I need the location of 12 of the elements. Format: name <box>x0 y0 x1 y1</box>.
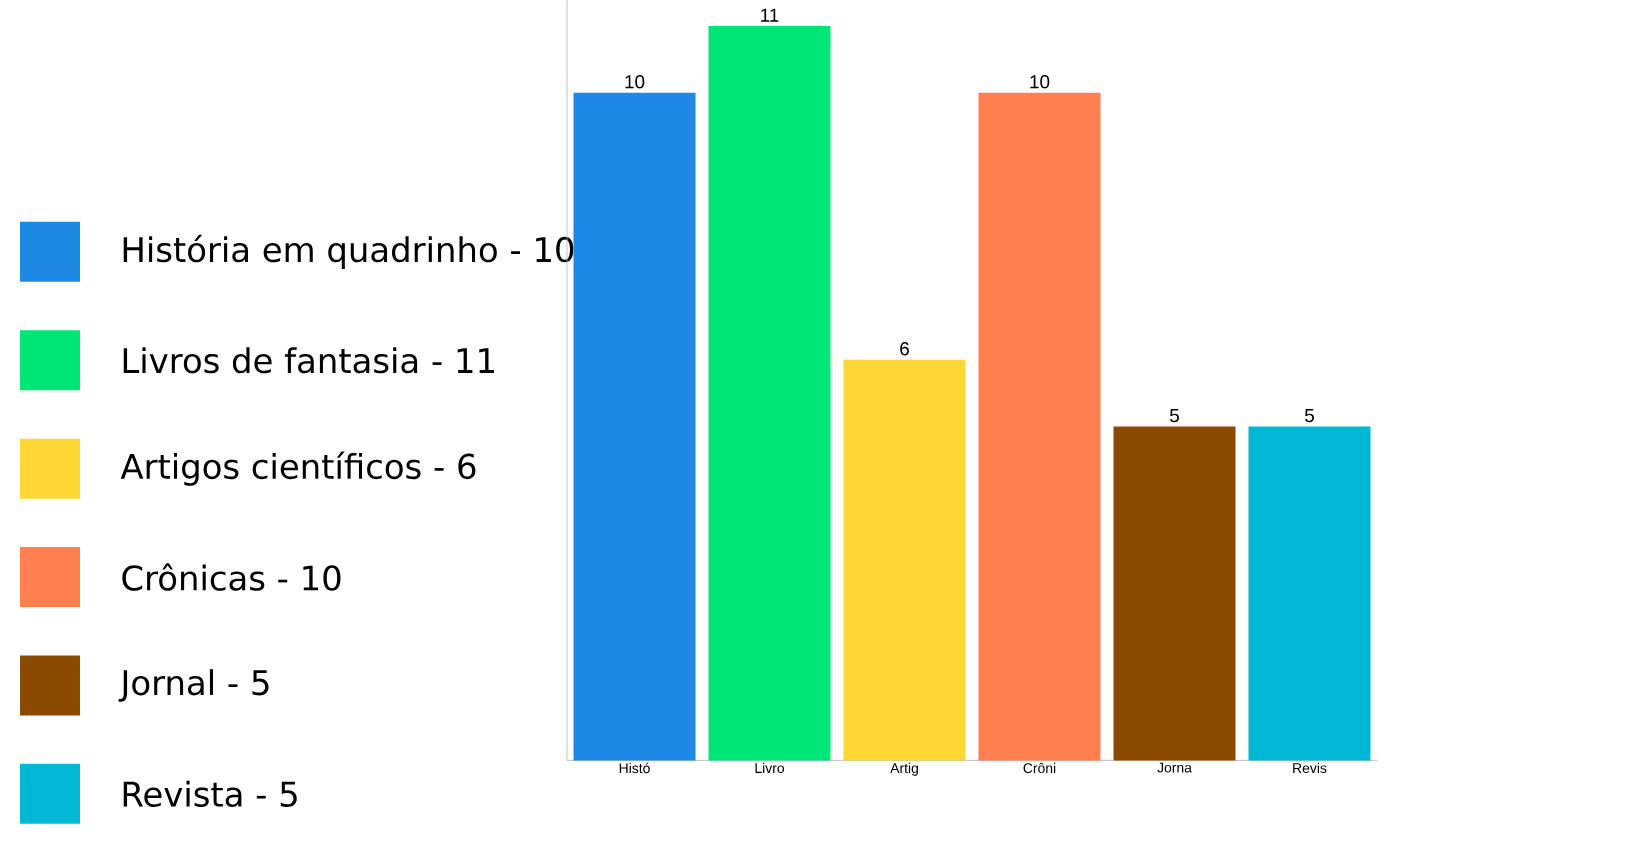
data-label: 6 <box>900 342 909 356</box>
legend-label: Crônicas - 10 <box>122 563 341 591</box>
legend-label: Livros de fantasia - 11 <box>123 347 494 374</box>
legend-label: História em quadrinho - 10 <box>123 234 574 269</box>
data-label: 11 <box>761 8 779 22</box>
legend-label: Revista - 5 <box>123 780 297 807</box>
data-label: 10 <box>625 75 645 89</box>
legend-label: Jornal - 5 <box>118 669 269 702</box>
legend-label: Artigos científicos - 6 <box>120 451 476 486</box>
data-label: 5 <box>1304 409 1314 423</box>
data-label: 10 <box>1030 75 1050 89</box>
data-label: 5 <box>1169 409 1179 423</box>
